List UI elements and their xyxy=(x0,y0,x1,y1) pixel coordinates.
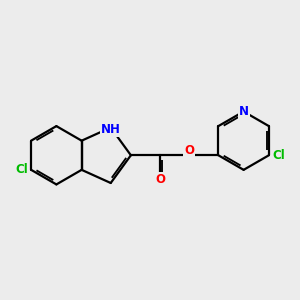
Text: Cl: Cl xyxy=(15,163,28,176)
Text: O: O xyxy=(155,173,165,186)
Text: NH: NH xyxy=(101,124,121,136)
Text: N: N xyxy=(238,105,249,118)
Text: O: O xyxy=(184,143,194,157)
Text: Cl: Cl xyxy=(272,149,285,162)
